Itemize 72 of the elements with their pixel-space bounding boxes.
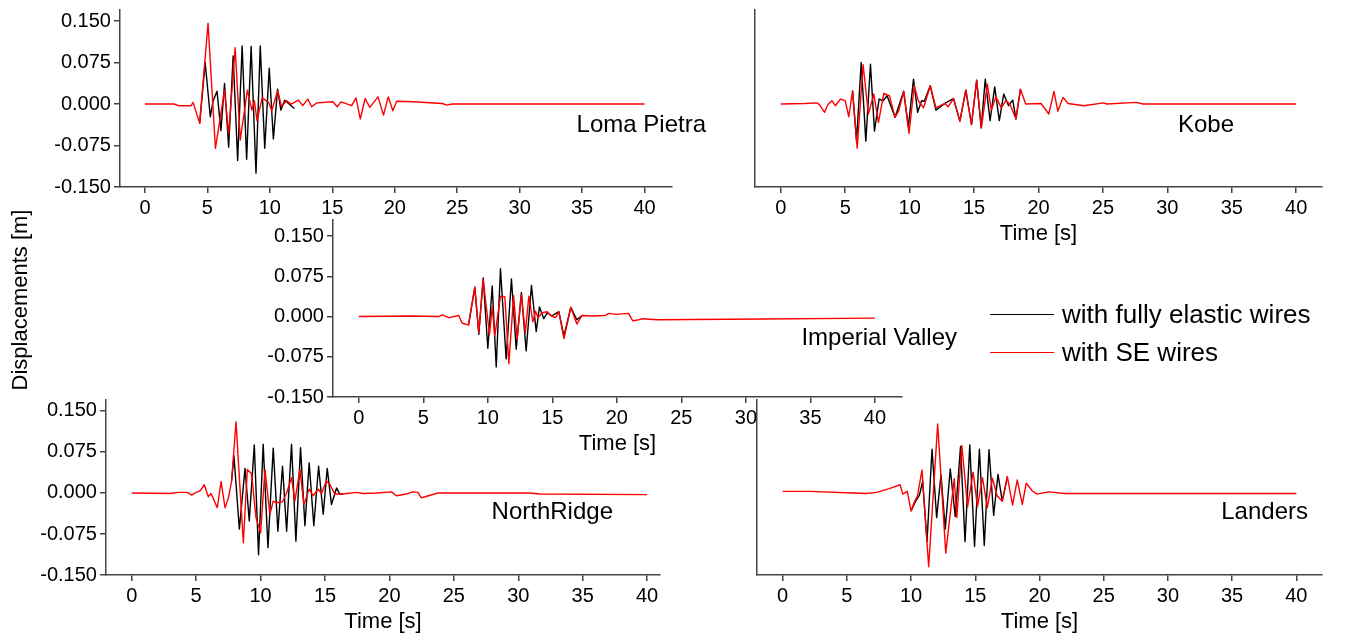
x-tick-label: 25 — [1092, 583, 1115, 606]
x-tick-label: 25 — [1091, 195, 1115, 218]
x-tick-label: 15 — [964, 583, 987, 606]
y-tick-label: 0.150 — [46, 398, 97, 421]
x-tick-label: 30 — [507, 583, 530, 606]
x-tick-label: 25 — [670, 405, 693, 428]
x-tick-label: 25 — [446, 195, 469, 218]
x-tick-label: 20 — [383, 195, 406, 218]
x-tick-label: 5 — [841, 583, 853, 606]
x-tick-label: 20 — [1027, 195, 1050, 218]
x-axis-title: Time [s] — [1000, 607, 1079, 633]
x-tick-label: 15 — [321, 195, 344, 218]
y-tick-label: 0.075 — [273, 263, 324, 286]
x-tick-label: 35 — [570, 195, 594, 218]
x-tick-label: 35 — [1220, 583, 1244, 606]
annotation: Loma Pietra — [576, 109, 707, 137]
x-tick-label: 15 — [541, 405, 564, 428]
annotation: Kobe — [1177, 109, 1234, 137]
y-tick-label: -0.075 — [40, 521, 97, 544]
annotation: Landers — [1221, 496, 1308, 524]
x-tick-label: 5 — [839, 195, 851, 218]
x-tick-label: 35 — [799, 405, 822, 428]
y-tick-label: -0.150 — [40, 562, 97, 585]
x-tick-label: 15 — [962, 195, 986, 218]
y-axis-title: Displacements [m] — [7, 209, 33, 391]
annotation: NorthRidge — [491, 496, 613, 524]
y-tick-label: -0.075 — [54, 133, 111, 156]
y-tick-label: -0.075 — [267, 344, 324, 367]
y-tick-label: 0.075 — [46, 439, 97, 462]
y-tick-label: 0.000 — [273, 304, 324, 327]
x-tick-label: 40 — [863, 405, 887, 428]
x-tick-label: 40 — [635, 583, 659, 606]
x-tick-label: 10 — [899, 583, 923, 606]
x-axis-title: Time [s] — [578, 429, 657, 455]
x-tick-label: 25 — [442, 583, 465, 606]
x-tick-label: 0 — [353, 405, 365, 428]
x-tick-label: 20 — [378, 583, 401, 606]
x-axis-title: Time [s] — [344, 607, 422, 633]
x-tick-label: 0 — [775, 195, 787, 218]
legend-label: with SE wires — [1062, 336, 1219, 368]
x-tick-label: 15 — [313, 583, 337, 606]
x-tick-label: 10 — [258, 195, 281, 218]
x-tick-label: 40 — [1285, 195, 1308, 218]
y-tick-label: 0.000 — [46, 480, 97, 503]
x-tick-label: 20 — [1028, 583, 1051, 606]
y-tick-label: 0.150 — [60, 8, 111, 31]
x-tick-label: 40 — [633, 195, 656, 218]
x-tick-label: 10 — [476, 405, 499, 428]
x-axis-title: Time [s] — [999, 219, 1078, 245]
x-tick-label: 35 — [571, 583, 594, 606]
x-tick-label: 30 — [1156, 195, 1179, 218]
x-tick-label: 0 — [126, 583, 138, 606]
x-tick-label: 30 — [734, 405, 757, 428]
x-tick-label: 10 — [898, 195, 921, 218]
x-tick-label: 30 — [1156, 583, 1180, 606]
x-tick-label: 35 — [1220, 195, 1243, 218]
x-tick-label: 5 — [201, 195, 213, 218]
y-tick-label: -0.150 — [54, 174, 111, 197]
annotation: Imperial Valley — [801, 322, 957, 350]
x-tick-label: 30 — [508, 195, 531, 218]
x-tick-label: 5 — [417, 405, 429, 428]
x-tick-label: 0 — [777, 583, 789, 606]
x-tick-label: 10 — [249, 583, 272, 606]
y-tick-label: 0.150 — [273, 223, 324, 246]
x-tick-label: 0 — [139, 195, 151, 218]
y-tick-label: 0.000 — [60, 91, 111, 114]
x-tick-label: 40 — [1285, 583, 1308, 606]
x-tick-label: 5 — [190, 583, 202, 606]
legend-label: with fully elastic wires — [1062, 298, 1311, 330]
y-tick-label: 0.075 — [60, 50, 111, 73]
x-tick-label: 20 — [605, 405, 628, 428]
y-tick-label: -0.150 — [267, 384, 324, 407]
